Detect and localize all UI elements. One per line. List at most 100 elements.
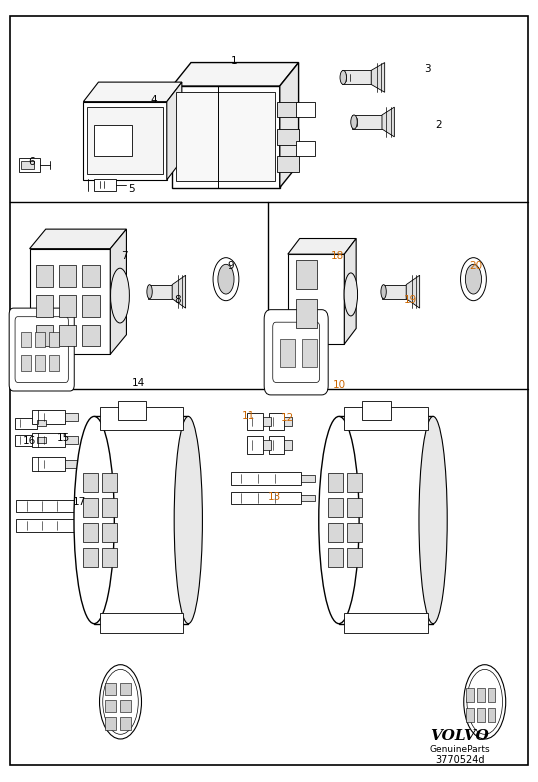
Bar	[94, 179, 116, 191]
Bar	[59, 325, 76, 346]
Bar	[344, 613, 428, 633]
Bar	[277, 156, 299, 172]
Bar	[269, 413, 284, 430]
Text: GenuineParts: GenuineParts	[430, 744, 490, 754]
Bar	[36, 265, 53, 287]
Bar	[288, 254, 344, 344]
Polygon shape	[30, 229, 126, 249]
Bar	[94, 125, 132, 156]
Bar	[49, 332, 59, 347]
Ellipse shape	[381, 285, 386, 299]
Ellipse shape	[147, 285, 152, 299]
Bar	[21, 332, 31, 347]
Bar	[16, 519, 75, 532]
Bar	[301, 475, 315, 482]
Text: 5: 5	[129, 185, 135, 194]
Bar	[280, 339, 295, 367]
Bar	[363, 400, 391, 420]
Text: 18: 18	[331, 252, 344, 261]
Bar	[102, 523, 117, 542]
Bar	[247, 436, 263, 454]
Text: 17: 17	[73, 497, 86, 507]
Polygon shape	[110, 229, 126, 354]
Text: 6: 6	[28, 157, 34, 167]
Bar	[30, 249, 110, 354]
Bar	[263, 417, 271, 426]
Text: 13: 13	[268, 492, 281, 501]
Bar	[488, 688, 495, 702]
Bar	[466, 688, 474, 702]
Bar	[65, 413, 78, 421]
Text: 11: 11	[242, 411, 255, 421]
Bar	[231, 472, 301, 485]
Bar	[105, 700, 116, 712]
Bar	[296, 141, 315, 156]
Text: 12: 12	[281, 414, 294, 423]
Bar	[105, 683, 116, 695]
Ellipse shape	[100, 665, 141, 739]
Text: 20: 20	[470, 261, 483, 271]
Bar	[83, 102, 167, 180]
Bar	[172, 86, 280, 188]
Text: 4: 4	[150, 95, 157, 105]
Bar	[344, 407, 428, 430]
Text: 3: 3	[424, 64, 431, 74]
Bar	[477, 708, 485, 722]
Ellipse shape	[465, 264, 482, 294]
Text: 7: 7	[122, 252, 128, 261]
Ellipse shape	[174, 416, 202, 624]
Bar	[65, 436, 78, 444]
Text: 9: 9	[227, 261, 233, 271]
Bar	[301, 495, 315, 501]
FancyBboxPatch shape	[15, 317, 68, 382]
Bar	[15, 435, 37, 446]
Bar	[100, 613, 183, 633]
Bar	[83, 498, 98, 517]
Bar	[59, 265, 76, 287]
Bar	[83, 473, 98, 492]
Bar	[100, 407, 183, 430]
Bar	[328, 473, 343, 492]
Bar	[339, 416, 433, 624]
Bar	[102, 548, 117, 567]
Bar	[65, 460, 78, 468]
Text: 16: 16	[23, 436, 36, 446]
Text: 8: 8	[174, 295, 181, 304]
Bar	[120, 717, 131, 730]
Bar	[59, 295, 76, 317]
Bar	[32, 410, 65, 424]
Text: 19: 19	[404, 295, 416, 304]
Bar	[231, 492, 301, 504]
Bar	[105, 717, 116, 730]
Ellipse shape	[351, 115, 357, 129]
Bar	[75, 503, 91, 509]
Text: 1: 1	[231, 56, 237, 66]
Bar	[277, 129, 299, 145]
Bar	[328, 523, 343, 542]
Text: 2: 2	[435, 120, 442, 130]
Polygon shape	[83, 82, 182, 102]
Bar	[36, 295, 53, 317]
Bar	[83, 548, 98, 567]
Bar	[35, 332, 45, 347]
Polygon shape	[172, 63, 299, 86]
Bar	[277, 102, 299, 117]
Polygon shape	[288, 239, 356, 254]
Bar	[247, 413, 263, 430]
Ellipse shape	[461, 257, 486, 300]
Bar	[328, 548, 343, 567]
Bar	[382, 285, 406, 299]
Ellipse shape	[340, 70, 346, 84]
Bar	[32, 433, 65, 447]
Polygon shape	[344, 239, 356, 344]
Bar	[15, 418, 37, 429]
Bar	[296, 299, 317, 328]
Bar	[347, 548, 362, 567]
Bar	[284, 440, 292, 450]
FancyBboxPatch shape	[273, 322, 320, 382]
Bar	[102, 473, 117, 492]
Ellipse shape	[419, 416, 447, 624]
Bar	[302, 339, 317, 367]
Bar	[466, 708, 474, 722]
Bar	[284, 417, 292, 426]
